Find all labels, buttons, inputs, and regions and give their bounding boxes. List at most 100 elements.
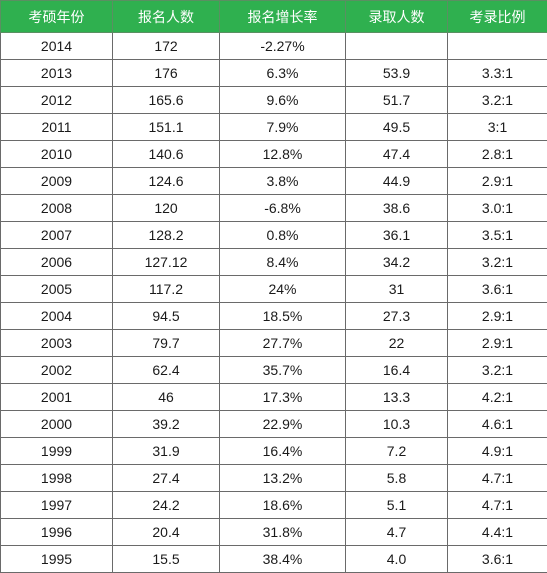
cell-admitted: 49.5 xyxy=(346,114,448,141)
cell-ratio: 4.6:1 xyxy=(448,411,547,438)
cell-growth-rate: 31.8% xyxy=(220,519,346,546)
header-year: 考硕年份 xyxy=(1,1,113,33)
cell-admitted: 47.4 xyxy=(346,141,448,168)
cell-growth-rate: -2.27% xyxy=(220,33,346,60)
cell-ratio: 4.2:1 xyxy=(448,384,547,411)
cell-year: 2012 xyxy=(1,87,113,114)
header-admitted: 录取人数 xyxy=(346,1,448,33)
cell-ratio: 2.9:1 xyxy=(448,303,547,330)
cell-applicants: 27.4 xyxy=(113,465,220,492)
cell-admitted: 13.3 xyxy=(346,384,448,411)
cell-growth-rate: 13.2% xyxy=(220,465,346,492)
cell-applicants: 31.9 xyxy=(113,438,220,465)
cell-year: 1995 xyxy=(1,546,113,573)
cell-ratio: 3.0:1 xyxy=(448,195,547,222)
cell-admitted: 4.0 xyxy=(346,546,448,573)
cell-year: 1998 xyxy=(1,465,113,492)
cell-applicants: 120 xyxy=(113,195,220,222)
cell-ratio: 4.7:1 xyxy=(448,492,547,519)
cell-year: 2011 xyxy=(1,114,113,141)
cell-applicants: 127.12 xyxy=(113,249,220,276)
cell-applicants: 94.5 xyxy=(113,303,220,330)
cell-applicants: 165.6 xyxy=(113,87,220,114)
cell-ratio: 3.2:1 xyxy=(448,87,547,114)
cell-year: 2009 xyxy=(1,168,113,195)
cell-year: 2007 xyxy=(1,222,113,249)
cell-year: 2004 xyxy=(1,303,113,330)
cell-year: 2006 xyxy=(1,249,113,276)
cell-applicants: 172 xyxy=(113,33,220,60)
cell-year: 2010 xyxy=(1,141,113,168)
cell-year: 2001 xyxy=(1,384,113,411)
cell-applicants: 15.5 xyxy=(113,546,220,573)
cell-admitted: 4.7 xyxy=(346,519,448,546)
cell-year: 2005 xyxy=(1,276,113,303)
cell-admitted: 36.1 xyxy=(346,222,448,249)
cell-applicants: 24.2 xyxy=(113,492,220,519)
cell-growth-rate: 35.7% xyxy=(220,357,346,384)
cell-admitted: 44.9 xyxy=(346,168,448,195)
cell-ratio xyxy=(448,33,547,60)
header-growth-rate: 报名增长率 xyxy=(220,1,346,33)
cell-growth-rate: 27.7% xyxy=(220,330,346,357)
cell-applicants: 117.2 xyxy=(113,276,220,303)
cell-year: 2013 xyxy=(1,60,113,87)
cell-admitted: 27.3 xyxy=(346,303,448,330)
cell-admitted: 31 xyxy=(346,276,448,303)
cell-year: 2003 xyxy=(1,330,113,357)
cell-admitted xyxy=(346,33,448,60)
cell-admitted: 38.6 xyxy=(346,195,448,222)
cell-year: 1997 xyxy=(1,492,113,519)
cell-growth-rate: 17.3% xyxy=(220,384,346,411)
cell-applicants: 20.4 xyxy=(113,519,220,546)
cell-admitted: 7.2 xyxy=(346,438,448,465)
cell-year: 1996 xyxy=(1,519,113,546)
cell-ratio: 2.8:1 xyxy=(448,141,547,168)
cell-ratio: 3.6:1 xyxy=(448,546,547,573)
cell-admitted: 16.4 xyxy=(346,357,448,384)
cell-admitted: 53.9 xyxy=(346,60,448,87)
cell-growth-rate: 7.9% xyxy=(220,114,346,141)
cell-growth-rate: 6.3% xyxy=(220,60,346,87)
cell-growth-rate: 0.8% xyxy=(220,222,346,249)
cell-growth-rate: 24% xyxy=(220,276,346,303)
cell-growth-rate: 18.5% xyxy=(220,303,346,330)
cell-admitted: 5.8 xyxy=(346,465,448,492)
cell-growth-rate: 9.6% xyxy=(220,87,346,114)
cell-ratio: 2.9:1 xyxy=(448,168,547,195)
header-row: 考硕年份 报名人数 报名增长率 录取人数 考录比例 xyxy=(1,1,547,33)
cell-ratio: 3.5:1 xyxy=(448,222,547,249)
header-applicants: 报名人数 xyxy=(113,1,220,33)
cell-ratio: 4.4:1 xyxy=(448,519,547,546)
cell-growth-rate: -6.8% xyxy=(220,195,346,222)
cell-ratio: 3.6:1 xyxy=(448,276,547,303)
cell-year: 2000 xyxy=(1,411,113,438)
cell-applicants: 62.4 xyxy=(113,357,220,384)
cell-year: 2008 xyxy=(1,195,113,222)
cell-growth-rate: 8.4% xyxy=(220,249,346,276)
header-ratio: 考录比例 xyxy=(448,1,547,33)
cell-applicants: 124.6 xyxy=(113,168,220,195)
cell-ratio: 3.2:1 xyxy=(448,249,547,276)
cell-growth-rate: 18.6% xyxy=(220,492,346,519)
cell-ratio: 2.9:1 xyxy=(448,330,547,357)
cell-growth-rate: 22.9% xyxy=(220,411,346,438)
cell-year: 1999 xyxy=(1,438,113,465)
